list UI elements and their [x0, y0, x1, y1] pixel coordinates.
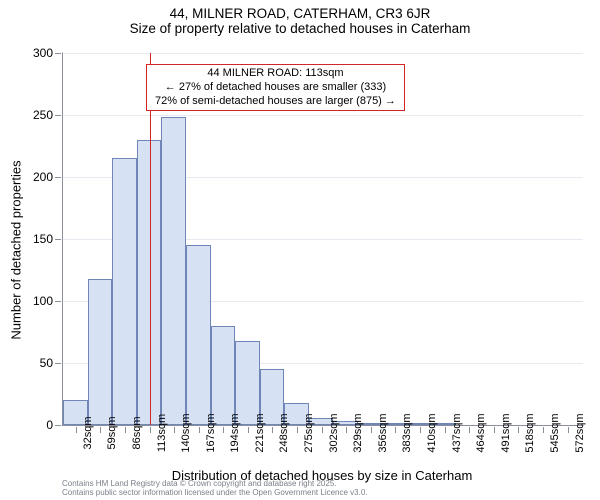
- histogram-bar: [161, 117, 186, 425]
- chart-title-line2: Size of property relative to detached ho…: [0, 21, 600, 36]
- x-tick: [395, 427, 396, 433]
- x-tick: [125, 427, 126, 433]
- y-tick-label: 200: [33, 170, 53, 184]
- x-tick: [518, 427, 519, 433]
- x-tick: [346, 427, 347, 433]
- y-tick-label: 100: [33, 294, 53, 308]
- y-tick: [55, 425, 61, 426]
- y-tick-label: 300: [33, 46, 53, 60]
- annotation-line: 72% of semi-detached houses are larger (…: [155, 95, 396, 109]
- x-tick-label: 572sqm: [574, 413, 586, 452]
- x-tick: [223, 427, 224, 433]
- x-tick: [174, 427, 175, 433]
- histogram-bar: [211, 326, 236, 425]
- x-tick-label: 383sqm: [401, 413, 413, 452]
- attribution-footer: Contains HM Land Registry data © Crown c…: [62, 480, 582, 498]
- x-tick: [76, 427, 77, 433]
- x-tick-label: 221sqm: [254, 413, 266, 452]
- x-tick: [543, 427, 544, 433]
- x-tick: [100, 427, 101, 433]
- chart-container: 44, MILNER ROAD, CATERHAM, CR3 6JR Size …: [0, 0, 600, 500]
- y-tick-label: 0: [46, 418, 53, 432]
- x-tick-label: 302sqm: [328, 413, 340, 452]
- histogram-bar: [88, 279, 113, 425]
- x-tick-label: 32sqm: [82, 416, 94, 449]
- histogram-bar: [235, 341, 260, 425]
- x-tick-label: 545sqm: [549, 413, 561, 452]
- x-tick-label: 86sqm: [131, 416, 143, 449]
- x-tick-label: 167sqm: [205, 413, 217, 452]
- x-tick-label: 275sqm: [303, 413, 315, 452]
- x-tick-label: 59sqm: [106, 416, 118, 449]
- x-tick-label: 491sqm: [500, 413, 512, 452]
- y-tick: [55, 301, 61, 302]
- plot-area: 05010015020025030032sqm59sqm86sqm113sqm1…: [62, 52, 584, 426]
- x-tick-label: 248sqm: [278, 413, 290, 452]
- x-tick: [371, 427, 372, 433]
- y-tick-label: 150: [33, 232, 53, 246]
- x-tick-label: 464sqm: [475, 413, 487, 452]
- y-tick: [55, 53, 61, 54]
- x-tick: [420, 427, 421, 433]
- x-tick: [494, 427, 495, 433]
- y-tick: [55, 239, 61, 240]
- chart-title-line1: 44, MILNER ROAD, CATERHAM, CR3 6JR: [0, 0, 600, 21]
- x-tick: [568, 427, 569, 433]
- x-tick-label: 437sqm: [451, 413, 463, 452]
- x-tick: [248, 427, 249, 433]
- gridline: [63, 53, 583, 54]
- x-tick: [199, 427, 200, 433]
- x-tick-label: 518sqm: [524, 413, 536, 452]
- footer-line2: Contains public sector information licen…: [62, 489, 582, 498]
- x-tick: [150, 427, 151, 433]
- x-tick-label: 194sqm: [229, 413, 241, 452]
- x-tick: [272, 427, 273, 433]
- x-tick: [297, 427, 298, 433]
- annotation-box: 44 MILNER ROAD: 113sqm← 27% of detached …: [146, 64, 405, 111]
- x-tick: [445, 427, 446, 433]
- x-tick-label: 356sqm: [377, 413, 389, 452]
- x-tick: [469, 427, 470, 433]
- gridline: [63, 115, 583, 116]
- annotation-line: ← 27% of detached houses are smaller (33…: [155, 81, 396, 95]
- y-axis-label: Number of detached properties: [9, 160, 24, 339]
- annotation-line: 44 MILNER ROAD: 113sqm: [155, 67, 396, 81]
- histogram-bar: [112, 158, 137, 425]
- y-tick: [55, 363, 61, 364]
- x-tick-label: 410sqm: [426, 413, 438, 452]
- y-tick: [55, 115, 61, 116]
- x-tick-label: 329sqm: [352, 413, 364, 452]
- y-tick: [55, 177, 61, 178]
- x-tick: [322, 427, 323, 433]
- histogram-bar: [186, 245, 211, 425]
- y-tick-label: 50: [40, 356, 53, 370]
- y-tick-label: 250: [33, 108, 53, 122]
- x-tick-label: 140sqm: [180, 413, 192, 452]
- x-tick-label: 113sqm: [156, 414, 168, 452]
